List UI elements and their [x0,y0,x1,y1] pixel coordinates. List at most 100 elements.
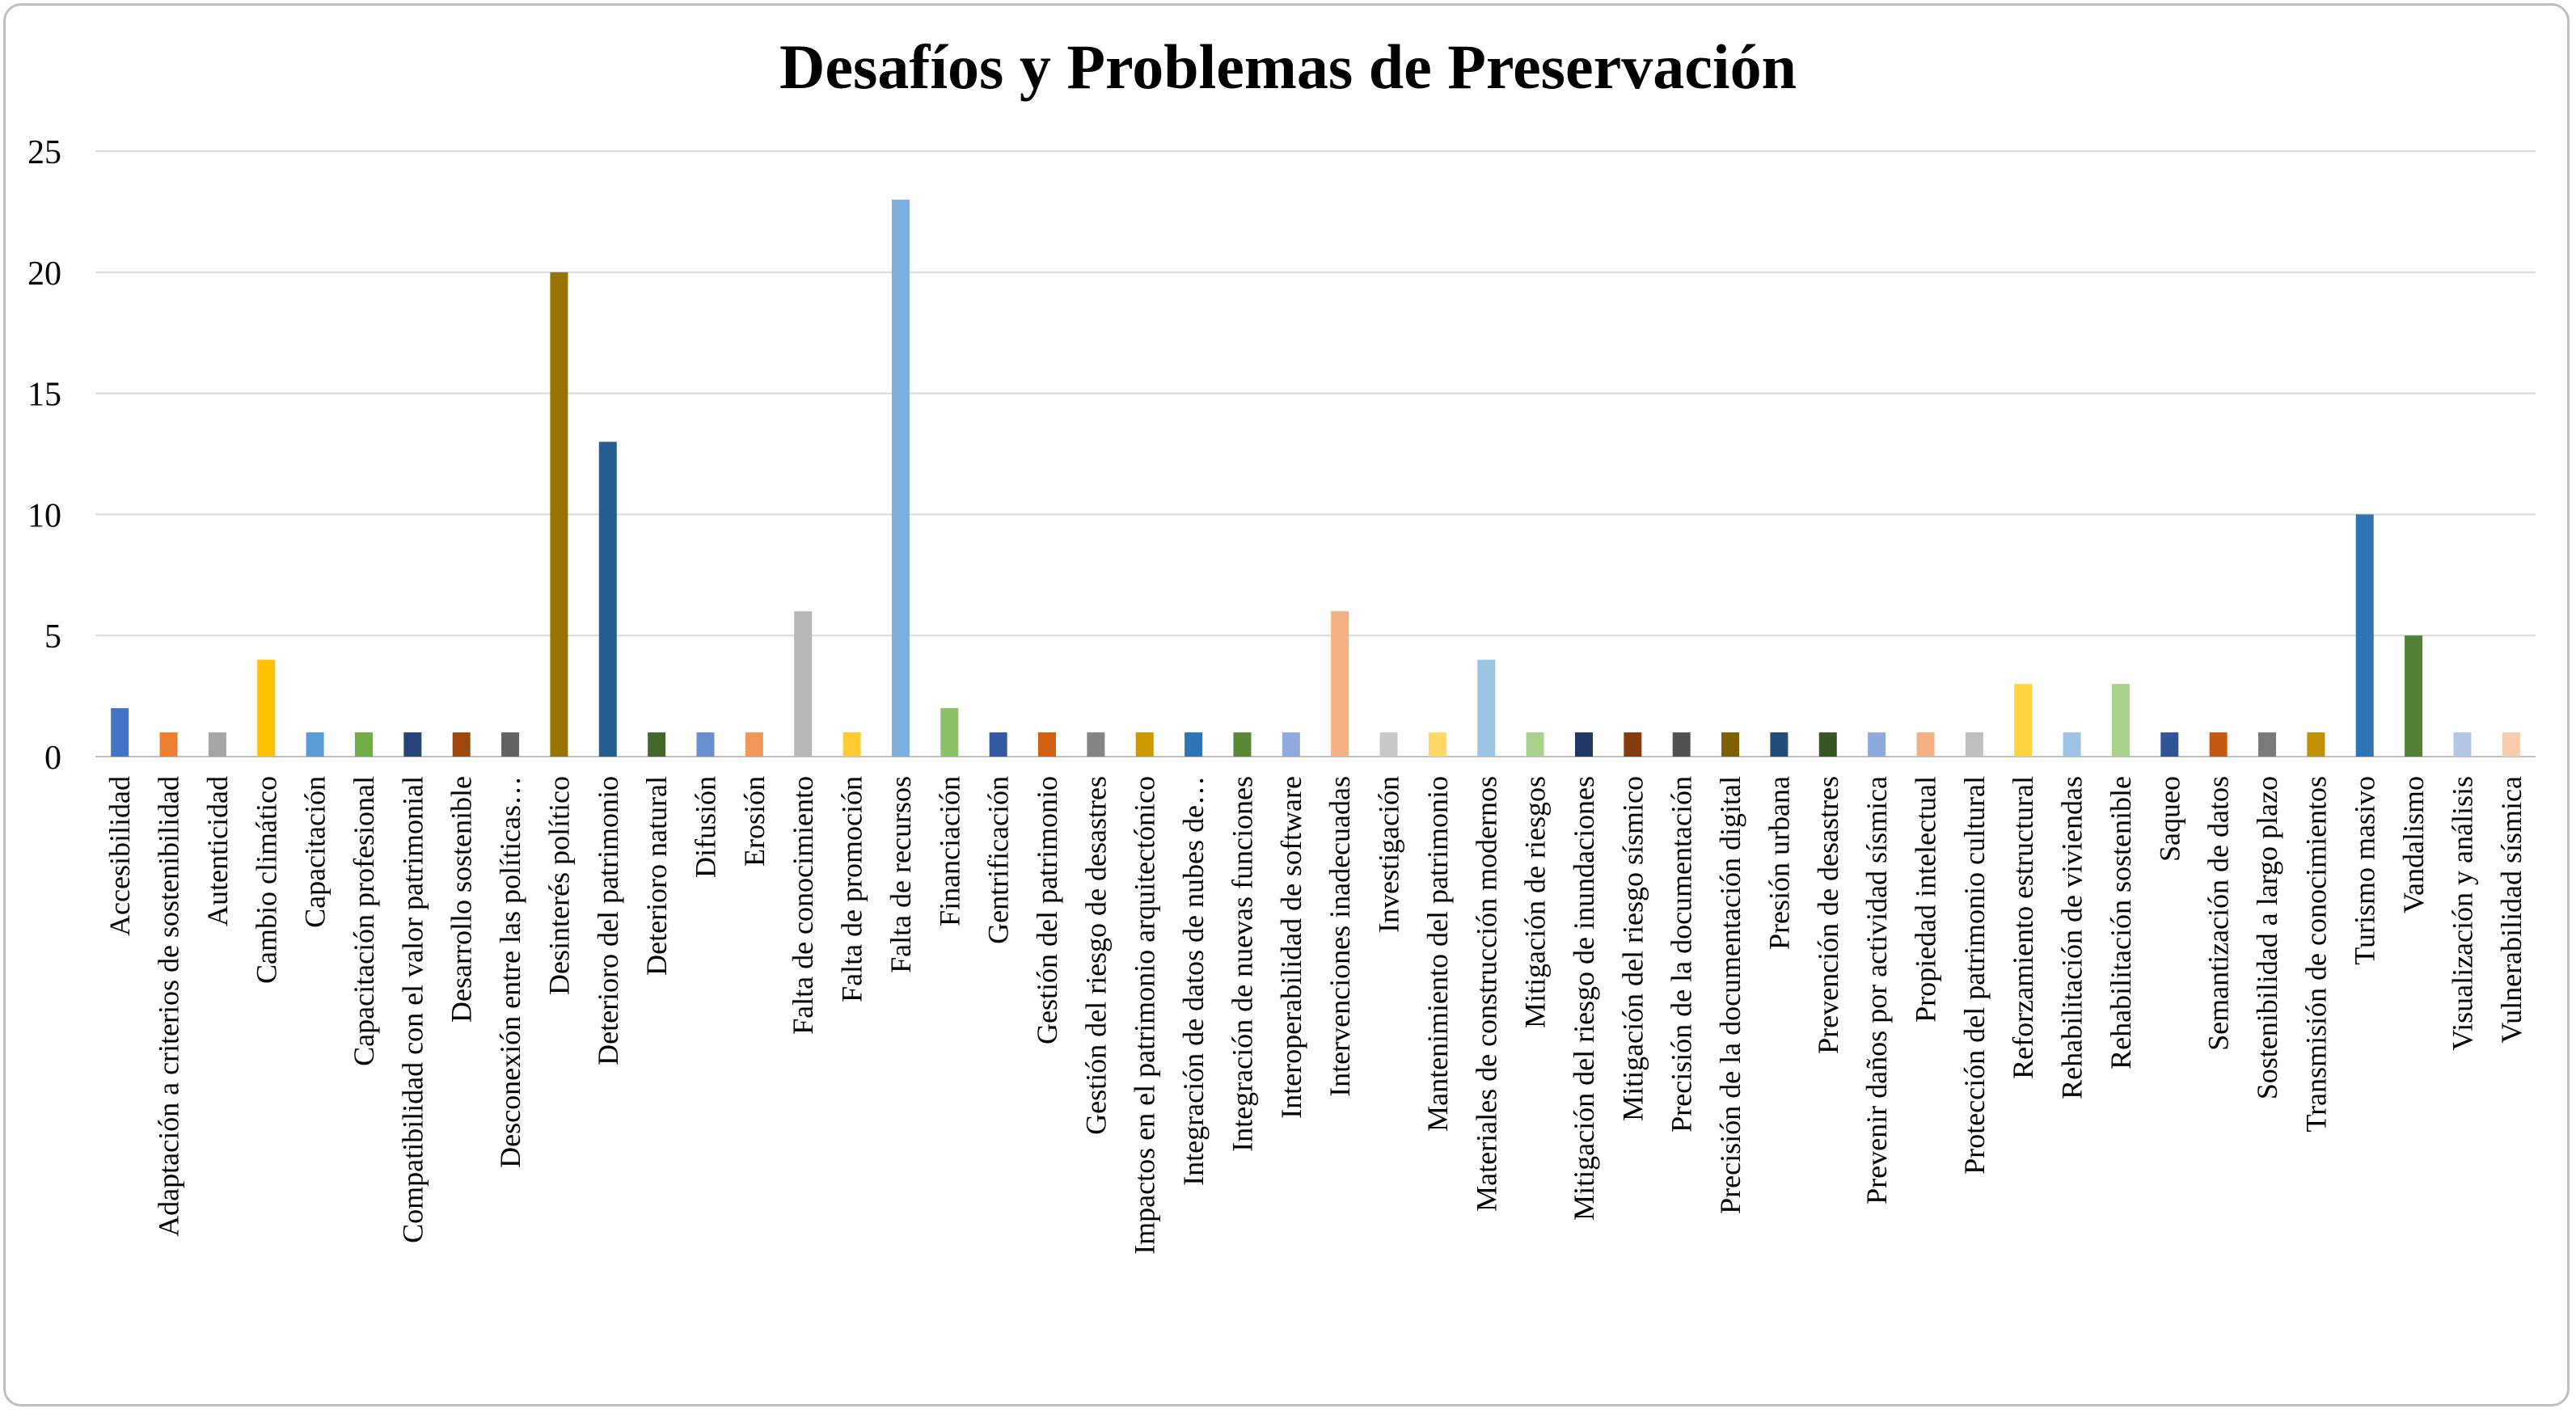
bar [1624,732,1642,757]
bar [1233,732,1252,757]
x-tick-label: Accesibilidad [103,776,136,936]
bar [2307,732,2325,757]
x-tick-label: Precisión de la documentación [1666,776,1698,1133]
bar [2160,732,2179,757]
x-tick-label: Mitigación del riesgo de inundaciones [1568,776,1600,1221]
y-tick-label: 5 [44,618,61,656]
bar [306,732,324,757]
x-tick-label: Precisión de la documentación digital [1714,776,1746,1214]
bar [550,272,568,757]
bar [208,732,226,757]
bar [598,441,617,757]
bar [2111,684,2130,757]
x-tick-label: Sostenibilidad a largo plazo [2251,776,2283,1099]
x-tick-label: Investigación [1373,776,1405,933]
x-tick-label: Autenticidad [201,776,234,926]
bar [1038,732,1057,757]
bar [403,732,422,757]
x-tick-label: Reforzamiento estructural [2007,776,2039,1079]
bar [2405,635,2423,757]
y-tick-label: 20 [27,255,61,293]
x-tick-label: Falta de conocimiento [787,776,819,1035]
bar [1379,732,1398,757]
y-tick-label: 10 [27,497,61,534]
x-tick-label: Impactos en el patrimonio arquitectónico [1129,776,1161,1255]
bar [452,732,471,757]
bar [794,611,813,757]
x-tick-label: Falta de recursos [885,776,917,973]
x-tick-label: Rehabilitación sostenible [2105,776,2137,1069]
bar [1818,732,1837,757]
y-tick-label: 0 [44,740,61,777]
x-tick-label: Saqueo [2153,776,2185,862]
bar [1282,732,1300,757]
bar [1331,611,1349,757]
bar [159,732,178,757]
x-tick-label: Gentrificación [982,776,1015,944]
bar [989,732,1007,757]
bar [1574,732,1593,757]
bar [111,708,129,757]
bar [257,660,276,757]
bar [1477,660,1496,757]
bar [696,732,715,757]
y-tick-label: 25 [27,134,61,171]
x-tick-label: Cambio climático [250,776,282,984]
bar [2453,732,2472,757]
x-tick-label: Integración de datos de nubes de… [1177,776,1210,1186]
bar [842,732,861,757]
bar [501,732,520,757]
x-tick-label: Deterioro del patrimonio [592,776,624,1065]
bar [2209,732,2228,757]
bar [1185,732,1203,757]
bar [2502,732,2520,757]
bar [1428,732,1446,757]
x-tick-label: Adaptación a criterios de sostenibilidad [153,776,185,1237]
x-tick-label: Gestión del riesgo de desastres [1079,776,1112,1135]
x-tick-label: Gestión del patrimonio [1031,776,1063,1044]
bar [2355,514,2374,757]
x-tick-label: Compatibilidad con el valor patrimonial [396,776,429,1243]
x-tick-label: Erosión [738,776,771,867]
x-tick-label: Difusión [690,776,722,878]
y-tick-label: 15 [27,377,61,414]
x-tick-label: Financiación [933,776,965,926]
x-tick-label: Vandalismo [2397,776,2430,913]
bar [1526,732,1544,757]
x-tick-label: Semantización de datos [2202,776,2235,1051]
x-tick-label: Visualización y análisis [2446,776,2478,1051]
bar [2258,732,2277,757]
bar [354,732,373,757]
bar [2014,684,2033,757]
bar [891,199,910,757]
x-tick-label: Capacitación [299,776,332,928]
bar [1672,732,1691,757]
x-tick-label: Desarrollo sostenible [446,776,478,1023]
bar [2063,732,2081,757]
bar [940,708,959,757]
x-tick-label: Mitigación del riesgo sísmico [1616,776,1649,1121]
chart-frame [3,3,2570,1407]
x-tick-label: Deterioro natural [640,776,673,976]
chart-title: Desafíos y Problemas de Preservación [779,32,1797,102]
x-tick-label: Rehabilitación de viviendas [2056,776,2088,1099]
bar [1965,732,1983,757]
x-tick-label: Transmisión de conocimientos [2299,776,2332,1133]
bar [1135,732,1154,757]
x-tick-label: Protección del patrimonio cultural [1958,776,1991,1175]
x-tick-label: Intervenciones inadecuadas [1324,776,1356,1097]
bar [648,732,666,757]
x-tick-label: Vulnerabilidad sísmica [2495,776,2527,1044]
x-tick-label: Falta de promoción [836,776,868,1002]
bar [1916,732,1935,757]
x-tick-label: Prevenir daños por actividad sísmica [1860,776,1893,1204]
x-tick-label: Prevención de desastres [1812,776,1844,1054]
bar [745,732,763,757]
bar [1087,732,1105,757]
x-tick-label: Presión urbana [1763,776,1795,950]
x-tick-label: Interoperabilidad de software [1275,776,1307,1119]
x-tick-label: Materiales de construcción modernos [1470,776,1502,1212]
x-tick-label: Desconexión entre las políticas… [494,776,526,1168]
bar [1868,732,1886,757]
